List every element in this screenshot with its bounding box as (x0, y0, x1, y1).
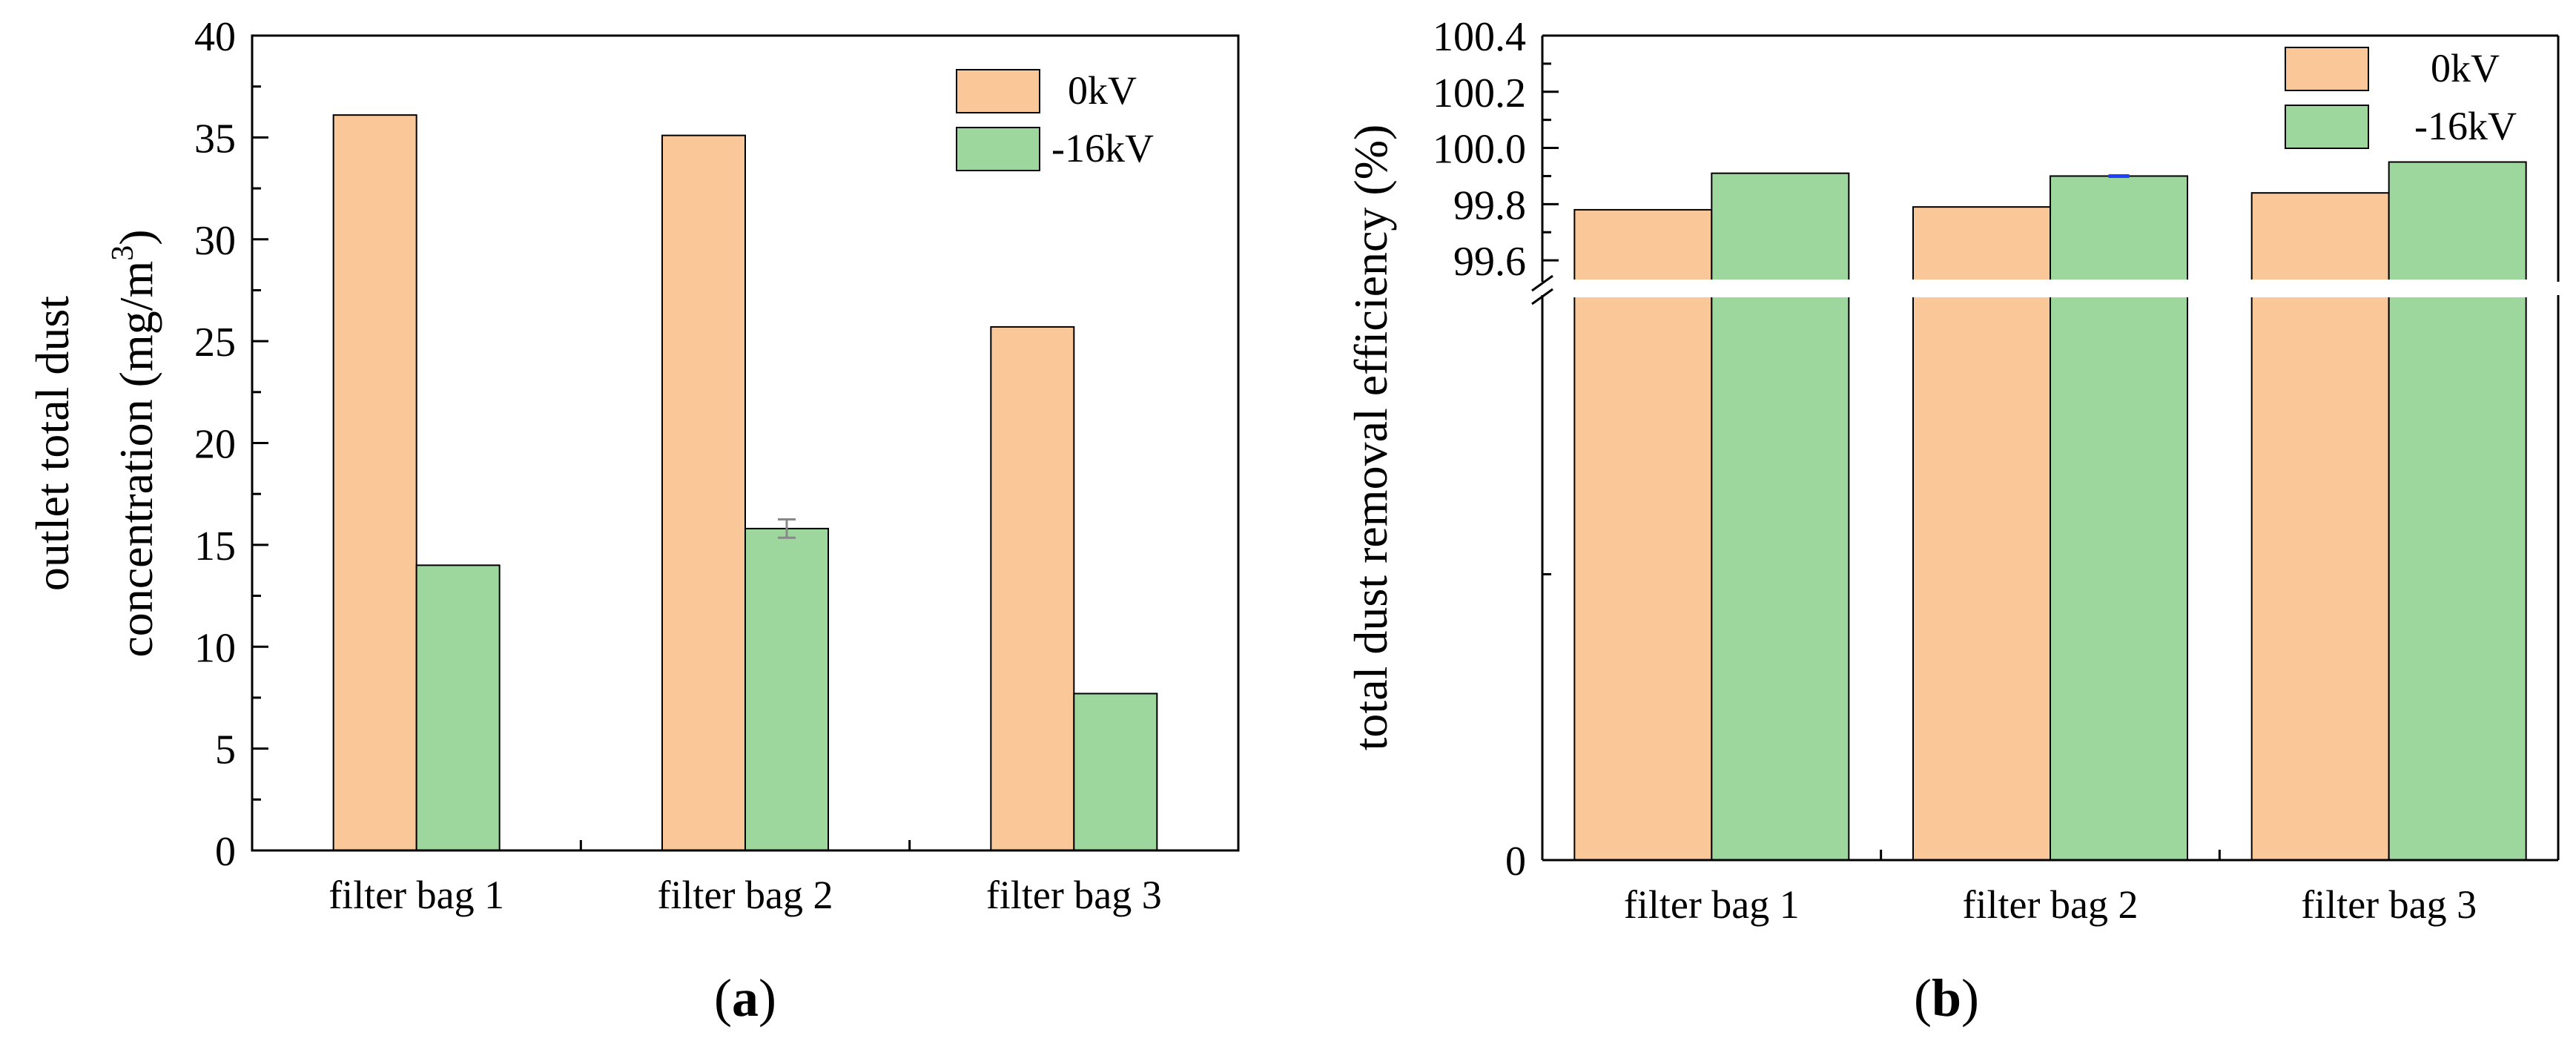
y-tick-label-0: 0 (215, 829, 236, 875)
legend-label-minus16kv: -16kV (1051, 126, 1154, 171)
panel-b-break-mark-bottom (1531, 288, 1553, 305)
legend-swatch-minus16kv (2285, 105, 2369, 149)
x-tick-label-filter-bag-3: filter bag 3 (986, 873, 1162, 917)
y-tick-label-40: 40 (194, 14, 236, 60)
x-tick-label-filter-bag-1: filter bag 1 (328, 873, 504, 917)
bar-filter-bag-1--16kV (1711, 172, 1850, 861)
bar-filter-bag-2-0kV (1912, 206, 2051, 862)
bar-filter-bag-3--16kV (1073, 693, 1158, 851)
y-tick-label-15: 15 (194, 523, 236, 569)
y-tick-label-99.8: 99.8 (1453, 182, 1526, 228)
panel-b-break-mark-top (1531, 274, 1553, 292)
panel-a-legend: 0kV -16kV (956, 68, 1154, 171)
bar-filter-bag-3-0kV (2250, 192, 2390, 861)
x-tick-label-filter-bag-3: filter bag 3 (2301, 882, 2477, 927)
legend-swatch-minus16kv (956, 127, 1040, 171)
y-tick-label-30: 30 (194, 218, 236, 264)
panel-a-y-ticks: 0 5 10 15 20 25 30 35 40 (194, 14, 268, 875)
legend-swatch-0kv (2285, 47, 2369, 91)
y-tick-label-35: 35 (194, 116, 236, 162)
bar-filter-bag-1--16kV (415, 564, 501, 851)
panel-b-y-label: total dust removal efficiency (%) (1344, 125, 1397, 751)
bar-filter-bag-2--16kV (2050, 175, 2188, 861)
legend-swatch-0kv (956, 69, 1040, 113)
panel-b-legend: 0kV -16kV (2285, 46, 2517, 149)
panel-a-error-bars (778, 518, 796, 539)
y-tick-label-25: 25 (194, 320, 236, 366)
y-tick-label-100.2: 100.2 (1433, 70, 1526, 116)
bar-filter-bag-3-0kV (990, 325, 1075, 851)
legend-label-minus16kv: -16kV (2414, 104, 2517, 148)
panel-a-x-ticks: filter bag 1 filter bag 2 filter bag 3 (328, 840, 1240, 917)
y-tick-label-20: 20 (194, 422, 236, 468)
x-tick-label-filter-bag-2: filter bag 2 (1963, 882, 2139, 927)
bar-filter-bag-1-0kV (1573, 208, 1713, 861)
panel-b-plot-frame (1531, 34, 2560, 862)
panel-b-y-ticks: 99.6 99.8 100.0 100.2 100.4 0 (1433, 14, 1559, 885)
bar-filter-bag-3--16kV (2388, 161, 2527, 861)
y-tick-label-5: 5 (215, 727, 236, 773)
y-tick-label-99.6: 99.6 (1453, 239, 1526, 285)
panel-b-axis-break-gap (1528, 280, 2570, 297)
panel-b-caption: (b) (1914, 968, 1979, 1028)
bar-filter-bag-2--16kV (744, 527, 829, 852)
y-tick-label-10: 10 (194, 625, 236, 671)
legend-label-0kv: 0kV (1068, 68, 1137, 113)
panel-a-caption: (a) (714, 968, 776, 1028)
panel-b-x-ticks: filter bag 1 filter bag 2 filter bag 3 (1624, 850, 2560, 927)
bar-filter-bag-2-0kV (661, 134, 746, 851)
y-tick-label-0: 0 (1505, 839, 1526, 885)
x-tick-label-filter-bag-2: filter bag 2 (658, 873, 833, 917)
legend-label-0kv: 0kV (2431, 46, 2500, 90)
panel-a-y-label-line2: concentration (mg/m3) (106, 229, 162, 657)
bar-filter-bag-1-0kV (332, 114, 417, 851)
panel-a-bars (332, 114, 1158, 852)
x-tick-label-filter-bag-1: filter bag 1 (1624, 882, 1800, 927)
panel-b-bars (1573, 161, 2527, 862)
y-tick-label-100.4: 100.4 (1433, 14, 1526, 60)
panel-a-y-label-line1: outlet total dust (26, 296, 79, 591)
y-tick-label-100.0: 100.0 (1433, 127, 1526, 173)
